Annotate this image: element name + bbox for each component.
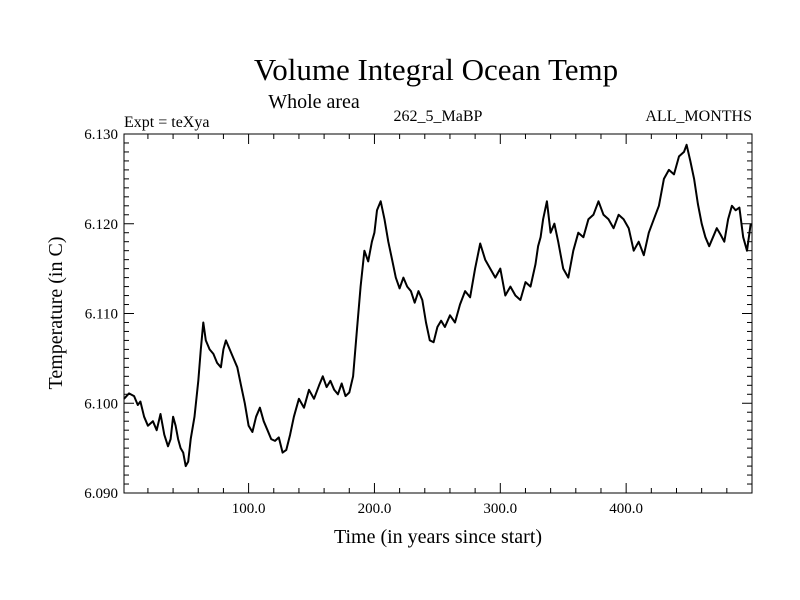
expt-label: Expt = teXya — [124, 114, 209, 131]
y-tick-label: 6.100 — [84, 396, 118, 412]
months-label: ALL_MONTHS — [645, 108, 752, 125]
x-tick-label: 200.0 — [358, 501, 392, 517]
x-tick-label: 300.0 — [483, 501, 517, 517]
y-tick-label: 6.120 — [84, 217, 118, 233]
run-id-label: 262_5_MaBP — [394, 108, 483, 125]
x-tick-label: 100.0 — [232, 501, 266, 517]
y-axis: 6.090 6.100 6.110 6.120 6.130 — [84, 127, 752, 502]
chart-title: Volume Integral Ocean Temp — [254, 52, 618, 87]
x-tick-label: 400.0 — [609, 501, 643, 517]
temperature-series-line — [123, 143, 752, 468]
x-axis-label: Time (in years since start) — [334, 526, 542, 548]
y-tick-label: 6.130 — [84, 127, 118, 143]
x-axis: 100.0 200.0 300.0 400.0 — [147, 134, 728, 517]
chart-subtitle: Whole area — [268, 91, 360, 113]
y-tick-label: 6.110 — [85, 307, 118, 323]
y-tick-label: 6.090 — [84, 486, 118, 502]
plot-frame — [123, 133, 753, 494]
y-axis-label: Temperature (in C) — [45, 237, 67, 390]
